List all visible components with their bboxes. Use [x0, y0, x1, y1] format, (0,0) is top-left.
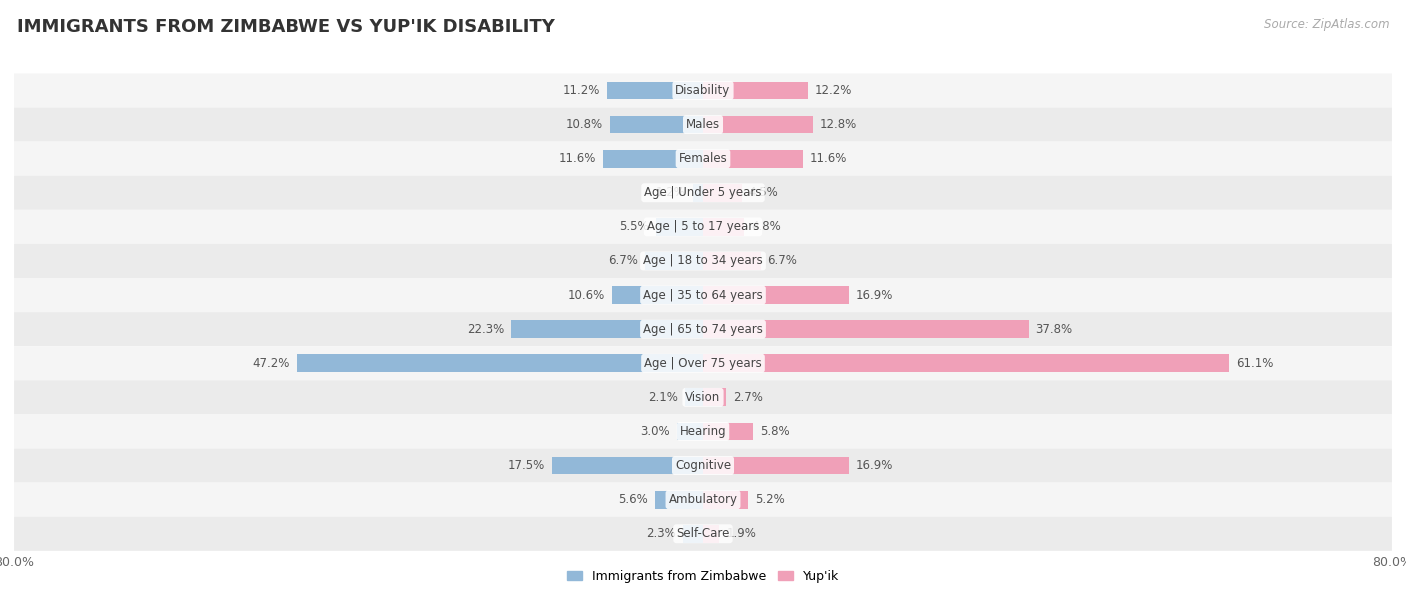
- Bar: [645, 252, 703, 270]
- Bar: [703, 184, 742, 201]
- Text: 5.5%: 5.5%: [619, 220, 648, 233]
- FancyBboxPatch shape: [14, 517, 1392, 551]
- Text: Ambulatory: Ambulatory: [668, 493, 738, 506]
- FancyBboxPatch shape: [14, 210, 1392, 244]
- Text: Disability: Disability: [675, 84, 731, 97]
- Text: 4.8%: 4.8%: [751, 220, 780, 233]
- Bar: [553, 457, 703, 474]
- FancyBboxPatch shape: [14, 244, 1392, 278]
- Text: 5.2%: 5.2%: [755, 493, 785, 506]
- Text: 1.9%: 1.9%: [727, 528, 756, 540]
- Text: 2.7%: 2.7%: [733, 391, 763, 404]
- Text: 2.3%: 2.3%: [647, 528, 676, 540]
- Bar: [678, 423, 703, 440]
- Bar: [703, 491, 748, 509]
- Text: Cognitive: Cognitive: [675, 459, 731, 472]
- Text: 16.9%: 16.9%: [855, 289, 893, 302]
- Bar: [683, 525, 703, 543]
- Text: Males: Males: [686, 118, 720, 131]
- Text: 22.3%: 22.3%: [467, 323, 505, 335]
- FancyBboxPatch shape: [14, 141, 1392, 176]
- Text: 12.2%: 12.2%: [815, 84, 852, 97]
- Text: 5.6%: 5.6%: [619, 493, 648, 506]
- Text: Age | Over 75 years: Age | Over 75 years: [644, 357, 762, 370]
- Bar: [612, 286, 703, 304]
- Text: 6.7%: 6.7%: [768, 255, 797, 267]
- Bar: [703, 389, 727, 406]
- FancyBboxPatch shape: [14, 176, 1392, 210]
- Text: Age | Under 5 years: Age | Under 5 years: [644, 186, 762, 200]
- Text: 1.2%: 1.2%: [657, 186, 686, 200]
- Text: 11.6%: 11.6%: [810, 152, 848, 165]
- Text: 16.9%: 16.9%: [855, 459, 893, 472]
- Text: Age | 65 to 74 years: Age | 65 to 74 years: [643, 323, 763, 335]
- Text: 17.5%: 17.5%: [508, 459, 546, 472]
- FancyBboxPatch shape: [14, 278, 1392, 312]
- Legend: Immigrants from Zimbabwe, Yup'ik: Immigrants from Zimbabwe, Yup'ik: [567, 570, 839, 583]
- Text: 10.8%: 10.8%: [567, 118, 603, 131]
- FancyBboxPatch shape: [14, 414, 1392, 449]
- Bar: [703, 116, 813, 133]
- FancyBboxPatch shape: [14, 73, 1392, 108]
- Bar: [603, 150, 703, 168]
- Text: 4.5%: 4.5%: [748, 186, 779, 200]
- Bar: [610, 116, 703, 133]
- FancyBboxPatch shape: [14, 380, 1392, 414]
- Bar: [703, 286, 849, 304]
- Bar: [703, 81, 808, 99]
- Bar: [703, 354, 1229, 372]
- Text: 11.6%: 11.6%: [558, 152, 596, 165]
- Text: 11.2%: 11.2%: [562, 84, 599, 97]
- Text: 5.8%: 5.8%: [759, 425, 789, 438]
- Text: Self-Care: Self-Care: [676, 528, 730, 540]
- Text: 6.7%: 6.7%: [609, 255, 638, 267]
- Text: IMMIGRANTS FROM ZIMBABWE VS YUP'IK DISABILITY: IMMIGRANTS FROM ZIMBABWE VS YUP'IK DISAB…: [17, 18, 555, 36]
- Text: 37.8%: 37.8%: [1035, 323, 1073, 335]
- Text: 61.1%: 61.1%: [1236, 357, 1274, 370]
- FancyBboxPatch shape: [14, 108, 1392, 141]
- Text: 3.0%: 3.0%: [641, 425, 671, 438]
- Bar: [703, 252, 761, 270]
- Text: 2.1%: 2.1%: [648, 391, 678, 404]
- Text: Age | 18 to 34 years: Age | 18 to 34 years: [643, 255, 763, 267]
- Bar: [606, 81, 703, 99]
- Bar: [703, 320, 1029, 338]
- Text: Females: Females: [679, 152, 727, 165]
- Bar: [693, 184, 703, 201]
- Bar: [655, 491, 703, 509]
- Bar: [703, 457, 849, 474]
- Bar: [510, 320, 703, 338]
- Text: Vision: Vision: [685, 391, 721, 404]
- Bar: [655, 218, 703, 236]
- Bar: [703, 218, 744, 236]
- Bar: [685, 389, 703, 406]
- Bar: [703, 150, 803, 168]
- Text: Age | 35 to 64 years: Age | 35 to 64 years: [643, 289, 763, 302]
- Text: 10.6%: 10.6%: [568, 289, 605, 302]
- Text: 12.8%: 12.8%: [820, 118, 858, 131]
- Text: Age | 5 to 17 years: Age | 5 to 17 years: [647, 220, 759, 233]
- FancyBboxPatch shape: [14, 312, 1392, 346]
- FancyBboxPatch shape: [14, 346, 1392, 380]
- Bar: [297, 354, 703, 372]
- FancyBboxPatch shape: [14, 449, 1392, 483]
- Bar: [703, 423, 754, 440]
- Bar: [703, 525, 720, 543]
- Text: Source: ZipAtlas.com: Source: ZipAtlas.com: [1264, 18, 1389, 31]
- Text: 47.2%: 47.2%: [252, 357, 290, 370]
- Text: Hearing: Hearing: [679, 425, 727, 438]
- FancyBboxPatch shape: [14, 483, 1392, 517]
